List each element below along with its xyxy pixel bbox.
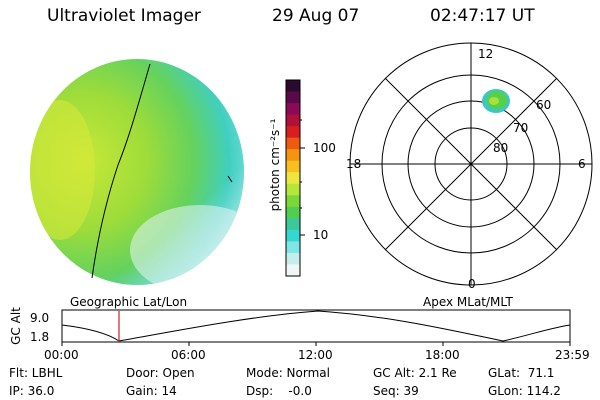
colorbar-ticks [300,119,305,236]
colorbar-segment [286,195,300,208]
glon-info: GLon: 114.2 [488,384,561,398]
lat-label-60: 60 [536,98,552,112]
colorbar-segment [286,103,300,116]
ip-info: IP: 36.0 [9,384,55,398]
colorbar-segment [286,126,300,139]
glat-info: GLat: 71.1 [488,366,555,380]
polar-plot [349,42,593,286]
mode-info: Mode: Normal [246,366,330,380]
colorbar-segment [286,218,300,231]
colorbar-segment [286,229,300,243]
ephem-yaxis-label: GC Alt [9,307,23,345]
ephem-ymax: 9.0 [30,311,50,325]
ephem-right-title: Apex MLat/MLT [423,295,513,309]
ephemeris-plot [61,309,571,346]
aurora-blob [482,89,510,113]
filter-info: Flt: LBHL [9,366,63,380]
colorbar-segment [286,91,300,104]
colorbar-segment [286,149,300,162]
gain-info: Gain: 14 [126,384,177,398]
door-info: Door: Open [126,366,195,380]
colorbar-segment [286,114,300,127]
ephem-left-title: Geographic Lat/Lon [70,295,188,309]
ephem-ymin: 1.8 [30,330,50,344]
colorbar-segment [286,241,300,254]
ephem-tick-0600: 06:00 [171,348,206,362]
colorbar-segment [286,264,300,277]
mlt-label-12: 12 [478,47,494,61]
uv-image-disk [30,59,244,285]
ephem-tick-0000: 00:00 [44,348,79,362]
colorbar-segment [286,172,300,185]
colorbar-border [285,79,301,277]
ephem-tick-1200: 12:00 [298,348,333,362]
app-title: Ultraviolet Imager [47,6,201,26]
colorbar-unit-label: photon cm⁻²s⁻¹ [268,118,282,212]
colorbar [285,79,301,277]
seq-info: Seq: 39 [373,384,419,398]
colorbar-segment [286,206,300,219]
ephem-tick-2359: 23:59 [555,348,590,362]
colorbar-segment [286,80,300,93]
dsp-info: Dsp: -0.0 [246,384,312,398]
ephem-tick-1800: 18:00 [425,348,460,362]
colorbar-segment [286,183,300,196]
colorbar-segment [286,160,300,173]
colorbar-segment [286,137,300,150]
colorbar-segment [286,252,300,266]
date-label: 29 Aug 07 [272,6,360,26]
mlt-label-0: 0 [468,277,476,291]
lat-label-80: 80 [493,141,509,155]
gc-alt-info: GC Alt: 2.1 Re [373,366,457,380]
mlt-label-6: 6 [578,157,586,171]
lat-label-70: 70 [513,121,529,135]
colorbar-tick-100: 100 [313,141,336,155]
mlt-label-18: 18 [346,157,362,171]
time-label: 02:47:17 UT [430,6,535,26]
colorbar-tick-10: 10 [313,228,329,242]
